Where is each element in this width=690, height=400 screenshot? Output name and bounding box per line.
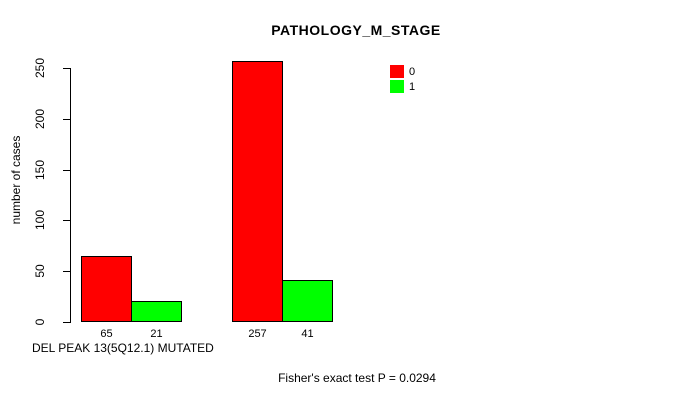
y-tick-label: 150 (33, 159, 47, 180)
bar-count-label: 41 (301, 328, 314, 340)
legend-label: 0 (409, 65, 416, 78)
y-tick-label: 100 (33, 210, 47, 231)
bar-count-label: 65 (100, 328, 113, 340)
y-tick-mark (63, 118, 70, 120)
legend-swatch-green (390, 80, 404, 93)
y-tick-label: 50 (33, 264, 47, 278)
y-tick-label: 200 (33, 108, 47, 129)
bar-1-group-1 (282, 280, 333, 322)
y-tick-mark (63, 169, 70, 171)
legend-label: 1 (409, 80, 416, 93)
y-tick-label: 0 (33, 318, 47, 326)
legend-entry-1: 1 (390, 79, 415, 94)
y-axis-line (70, 68, 71, 323)
legend-entry-0: 0 (390, 64, 415, 79)
y-tick-mark (63, 271, 70, 273)
y-tick-label: 250 (33, 57, 47, 79)
x-axis-label: DEL PEAK 13(5Q12.1) MUTATED (32, 341, 214, 355)
y-tick-mark (63, 68, 70, 69)
y-tick-mark (63, 322, 70, 323)
chart-title: PATHOLOGY_M_STAGE (271, 22, 441, 38)
legend: 0 1 (390, 64, 415, 94)
bar-1-group-0 (131, 301, 182, 322)
fisher-test-annotation: Fisher's exact test P = 0.0294 (278, 371, 436, 385)
bar-0-group-0 (81, 256, 132, 322)
bar-count-label: 257 (248, 328, 267, 340)
bar-count-label: 21 (150, 328, 163, 340)
y-tick-mark (63, 220, 70, 222)
bar-0-group-1 (232, 61, 283, 322)
y-axis-label: number of cases (9, 135, 23, 225)
legend-swatch-red (390, 65, 404, 78)
